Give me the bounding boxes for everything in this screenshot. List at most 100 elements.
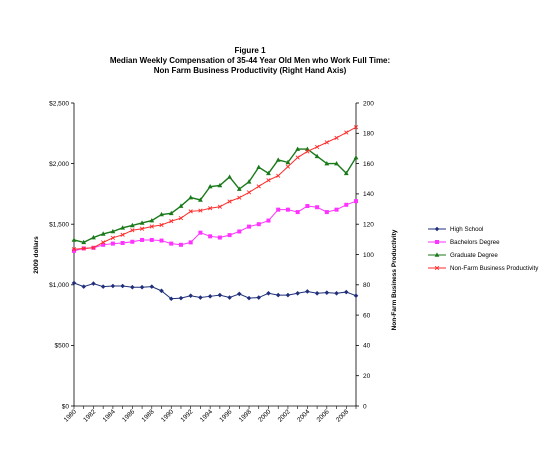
data-point <box>237 229 242 234</box>
data-point-stroke <box>256 184 261 189</box>
data-point <box>236 186 242 191</box>
data-point-stroke <box>344 130 349 135</box>
legend-marker <box>434 226 440 232</box>
data-point-stroke <box>276 173 281 178</box>
data-point <box>159 238 164 243</box>
data-point <box>129 222 135 228</box>
legend-marker <box>434 252 440 257</box>
data-point-stroke <box>434 265 440 271</box>
data-point <box>237 195 242 200</box>
y-tick-label: $500 <box>55 343 70 350</box>
x-tick-label: 2000 <box>257 408 272 423</box>
data-point <box>217 292 223 298</box>
data-point <box>227 233 232 238</box>
data-point <box>285 292 291 298</box>
data-point-stroke <box>217 204 222 209</box>
data-point <box>110 241 115 246</box>
data-point <box>91 281 96 286</box>
series-line <box>73 200 357 252</box>
data-point <box>295 155 300 160</box>
data-point <box>217 182 223 188</box>
data-point <box>334 135 339 140</box>
legend-item: Bachelors Degree <box>428 239 500 246</box>
series-layer <box>71 125 359 302</box>
data-point <box>266 290 271 296</box>
data-point <box>314 144 320 150</box>
data-point <box>178 295 184 301</box>
data-point-stroke <box>71 247 77 252</box>
data-point <box>227 174 232 179</box>
x-tick-label: 2008 <box>335 408 350 423</box>
data-point-stroke <box>178 216 184 221</box>
data-point <box>169 241 174 246</box>
data-point <box>71 237 77 242</box>
data-point <box>207 184 213 189</box>
data-point <box>91 234 96 240</box>
data-point <box>91 245 96 250</box>
data-point <box>120 225 126 230</box>
series-line <box>73 126 357 250</box>
data-point <box>246 179 252 184</box>
data-point <box>159 211 164 217</box>
data-point-stroke <box>295 155 300 160</box>
data-point <box>81 284 87 289</box>
y2-tick-label: 200 <box>363 100 374 107</box>
data-point <box>71 247 77 252</box>
legend-label: Bachelors Degree <box>450 239 500 246</box>
data-point <box>149 217 155 223</box>
data-point-stroke <box>227 199 232 204</box>
data-point <box>81 246 86 251</box>
data-point <box>120 232 125 237</box>
legend-marker <box>435 240 439 244</box>
data-point <box>130 239 135 244</box>
y2-tick-label: 180 <box>363 131 374 138</box>
data-point <box>101 240 106 245</box>
data-point <box>168 210 174 216</box>
x-tick-label: 2002 <box>277 408 292 423</box>
data-point <box>110 235 116 240</box>
x-tick-label: 1998 <box>238 408 253 423</box>
x-tick-label: 1984 <box>102 408 117 423</box>
x-tick-label: 2004 <box>296 408 311 423</box>
x-tick-label: 1994 <box>199 408 214 423</box>
data-point <box>246 190 252 195</box>
data-point <box>168 296 174 302</box>
data-point-stroke <box>130 228 135 233</box>
data-point <box>188 240 193 245</box>
data-point-stroke <box>110 235 116 240</box>
data-point <box>266 170 271 176</box>
data-point <box>159 288 164 294</box>
y-tick-label: $2,000 <box>49 161 69 168</box>
data-point <box>334 161 339 166</box>
data-point <box>130 228 135 233</box>
y2-tick-label: 140 <box>363 191 374 198</box>
data-point <box>305 204 310 209</box>
data-point <box>120 240 125 245</box>
data-point <box>256 222 261 227</box>
series-bachelors-degree <box>72 199 358 253</box>
data-point <box>188 209 193 214</box>
data-point <box>314 290 320 296</box>
chart-title-line-1: Figure 1 <box>234 46 266 55</box>
y2-tick-label: 100 <box>363 252 374 259</box>
data-point <box>72 248 76 253</box>
legend-label: High School <box>450 226 483 233</box>
data-point <box>110 283 116 289</box>
series-high-school <box>71 280 359 302</box>
data-point-stroke <box>91 245 96 250</box>
data-point <box>169 219 174 224</box>
data-point <box>198 197 203 202</box>
data-point <box>149 284 155 289</box>
series-non-farm-business-productivity <box>71 125 359 252</box>
data-point <box>344 130 349 135</box>
x-tick-label: 1980 <box>63 408 78 423</box>
chart-title: Figure 1 Median Weekly Compensation of 3… <box>70 46 430 76</box>
data-point-stroke <box>120 232 125 237</box>
data-point <box>207 294 213 299</box>
data-point <box>120 283 125 289</box>
data-point <box>110 228 116 234</box>
data-point <box>237 291 242 297</box>
data-point <box>353 293 359 299</box>
data-point <box>285 164 291 169</box>
legend-item: Non-Farm Business Productivity <box>428 265 539 272</box>
